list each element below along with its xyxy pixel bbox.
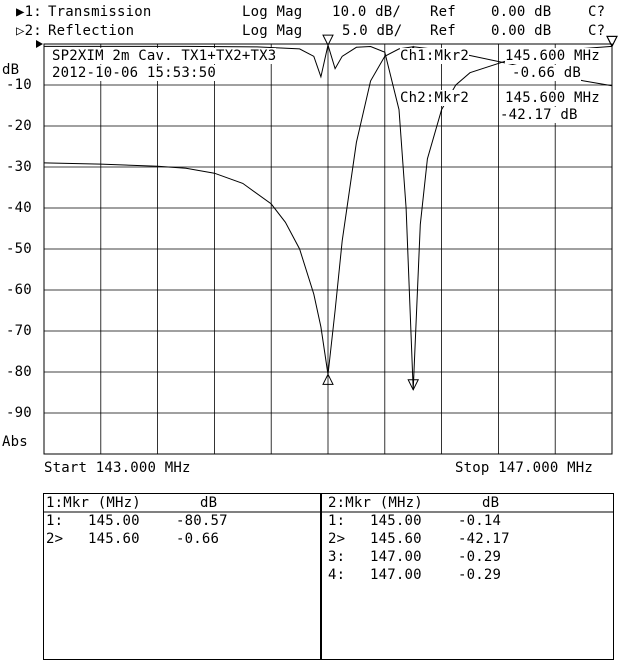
plot-title-line1: SP2XIM 2m Cav. TX1+TX2+TX3 [52, 48, 277, 64]
y-tick-label: -30 [6, 159, 32, 175]
ch1-ref-value: 0.00 dB [491, 4, 552, 20]
vna-plot [36, 34, 618, 455]
ch1-marker-readout-freq: 145.600 MHz [505, 48, 600, 64]
ch2-format: Log Mag [242, 23, 303, 39]
ch1-marker-readout-label: Ch1:Mkr2 [400, 48, 470, 64]
ch1-name: Transmission [48, 4, 152, 20]
plot-markers [322, 34, 618, 391]
stop-frequency: Stop 147.000 MHz [455, 460, 594, 476]
ch2-ref-value: 0.00 dB [491, 23, 552, 39]
y-tick-label: -80 [6, 364, 32, 380]
table-cell-freq: 145.60 [370, 531, 422, 547]
y-tick-label: -40 [6, 200, 32, 216]
table1-header-mkr: 1:Mkr (MHz) [46, 495, 141, 511]
table2-header-db: dB [482, 495, 500, 511]
table-cell-db: -0.29 [458, 549, 502, 565]
ch2-marker-readout-freq: 145.600 MHz [505, 90, 600, 106]
plot-grid [36, 40, 613, 455]
table-cell-freq: 147.00 [370, 549, 422, 565]
table-cell-db: -0.29 [458, 567, 502, 583]
ch1-ref-label: Ref [430, 4, 456, 20]
table-cell-mkr: 2> [328, 531, 346, 547]
ch2-name: Reflection [48, 23, 135, 39]
ch2-scale: 5.0 dB/ [342, 23, 403, 39]
table-cell-freq: 145.60 [88, 531, 140, 547]
ch1-marker-readout-value: -0.66 dB [512, 65, 582, 81]
ch1-format: Log Mag [242, 4, 303, 20]
plot-traces [43, 43, 613, 390]
table-cell-mkr: 1: [328, 513, 346, 529]
ch2-marker-readout-label: Ch2:Mkr2 [400, 90, 470, 106]
table-cell-db: -80.57 [176, 513, 228, 529]
ch2-marker-symbol: ▷2: [16, 23, 42, 39]
reference-arrow-icon [36, 40, 43, 48]
table-cell-mkr: 2> [46, 531, 64, 547]
transmission-trace [43, 46, 613, 375]
y-tick-label: -20 [6, 118, 32, 134]
ch1-cal-status: C? [588, 4, 606, 20]
ch2-marker-readout-value: -42.17 dB [500, 107, 578, 123]
ch1-marker-1-icon [322, 373, 334, 385]
table1-header-db: dB [200, 495, 218, 511]
ch2-ref-label: Ref [430, 23, 456, 39]
ch1-scale: 10.0 dB/ [332, 4, 402, 20]
y-tick-label: -60 [6, 282, 32, 298]
table-cell-db: -42.17 [458, 531, 510, 547]
table-cell-freq: 145.00 [370, 513, 422, 529]
ch2-cal-status: C? [588, 23, 606, 39]
y-tick-label: -70 [6, 323, 32, 339]
reflection-trace [44, 43, 613, 390]
y-tick-label: -90 [6, 405, 32, 421]
table-cell-mkr: 1: [46, 513, 64, 529]
ch2-marker-4-icon [606, 35, 618, 48]
table-cell-db: -0.14 [458, 513, 502, 529]
table-cell-mkr: 3: [328, 549, 346, 565]
table-cell-freq: 147.00 [370, 567, 422, 583]
table-cell-db: -0.66 [176, 531, 220, 547]
plot-title-line2: 2012-10-06 15:53:50 [52, 65, 216, 81]
ch2-marker-2-icon [407, 379, 420, 391]
table2-header-mkr: 2:Mkr (MHz) [328, 495, 423, 511]
ch2-marker-1-icon [322, 34, 334, 47]
y-tick-label: -50 [6, 241, 32, 257]
abs-label: Abs [2, 434, 28, 450]
y-tick-label: -10 [6, 77, 32, 93]
table-cell-mkr: 4: [328, 567, 346, 583]
start-frequency: Start 143.000 MHz [44, 460, 191, 476]
y-unit-label: dB [2, 62, 20, 78]
table-cell-freq: 145.00 [88, 513, 140, 529]
ch1-marker-symbol: ▶1: [16, 4, 42, 20]
